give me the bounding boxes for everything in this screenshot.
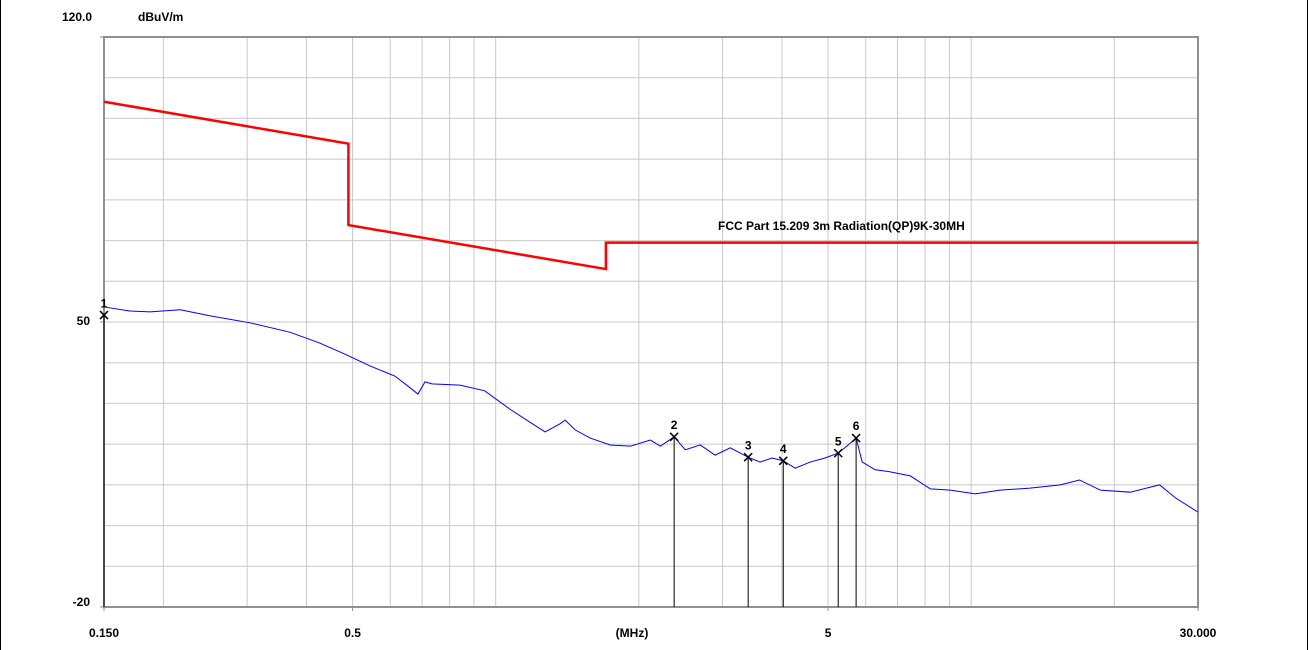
marker-x — [778, 456, 788, 466]
y-tick-label: 50 — [77, 314, 91, 328]
series-label: FCC Part 15.209 3m Radiation(QP)9K-30MH — [718, 219, 965, 233]
x-tick-label: 0.5 — [344, 626, 361, 640]
x-tick-label: 30.000 — [1180, 626, 1217, 640]
marker-label: 2 — [671, 418, 678, 432]
x-tick-label: 0.150 — [89, 626, 119, 640]
marker-label: 4 — [780, 442, 787, 456]
marker-x — [669, 432, 679, 442]
y-tick-label: 120.0 — [62, 10, 92, 24]
marker-label: 6 — [853, 419, 860, 433]
marker-label: 1 — [101, 296, 108, 310]
marker-x — [851, 433, 861, 443]
y-unit: dBuV/m — [138, 10, 183, 24]
y-tick-label: -20 — [73, 595, 91, 609]
series-line — [103, 306, 1199, 513]
marker-label: 5 — [835, 434, 842, 448]
marker-label: 3 — [745, 438, 752, 452]
series-line — [103, 100, 1198, 271]
x-axis-label: (MHz) — [616, 626, 649, 640]
marker-x — [833, 448, 843, 458]
marker-x — [743, 452, 753, 462]
marker-x — [99, 310, 109, 320]
x-tick-label: 5 — [825, 626, 832, 640]
